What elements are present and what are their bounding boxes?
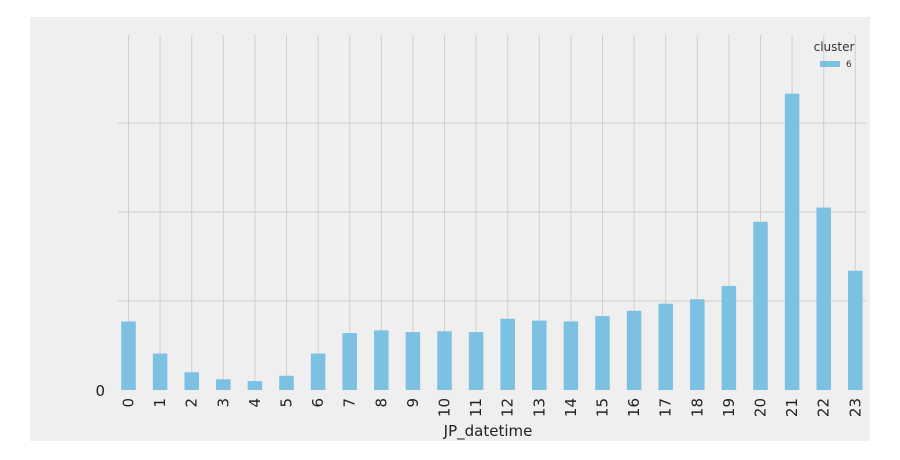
- x-tick-label: 19: [720, 398, 738, 417]
- x-tick-label: 7: [341, 398, 359, 408]
- x-tick-label: 13: [530, 398, 548, 417]
- x-axis-label: JP_datetime: [443, 422, 533, 441]
- y-tick-labels: 0: [95, 382, 105, 400]
- x-tick-labels: 0 1 2 3 4 5 6 7 8 9 10 11 12 13 14 15 16 17 18 19 20 21 22 23: [120, 398, 865, 417]
- bar-hour-15: [595, 316, 610, 390]
- x-tick-label: 16: [625, 398, 643, 417]
- bar-hour-6: [310, 353, 326, 390]
- bar-hour-3: [216, 379, 231, 390]
- legend-swatch: [820, 61, 840, 67]
- bar-hour-5: [279, 375, 294, 390]
- x-tick-label: 2: [183, 398, 201, 408]
- bar-hour-21: [784, 93, 800, 390]
- x-tick-label: 17: [657, 398, 675, 417]
- bar-hour-12: [500, 318, 515, 390]
- x-tick-label: 11: [467, 398, 485, 417]
- bar-hour-8: [374, 330, 389, 390]
- bar-hour-0: [121, 321, 136, 390]
- x-tick-label: 5: [278, 398, 296, 408]
- bar-hour-16: [626, 310, 642, 390]
- bar-hour-9: [405, 332, 421, 390]
- x-tick-label: 14: [562, 398, 580, 417]
- bar-hour-18: [690, 299, 705, 390]
- x-tick-label: 1: [151, 398, 169, 408]
- x-tick-label: 21: [783, 398, 801, 417]
- bars: [121, 93, 863, 390]
- bar-hour-22: [816, 207, 831, 390]
- x-tick-label: 9: [404, 398, 422, 408]
- x-tick-label: 20: [752, 398, 770, 417]
- bar-hour-14: [563, 321, 579, 390]
- bar-hour-10: [437, 331, 452, 390]
- bar-hour-1: [152, 353, 168, 390]
- bar-hour-20: [753, 221, 768, 390]
- bar-hour-23: [848, 270, 863, 390]
- bar-hour-2: [184, 372, 199, 390]
- x-tick-label: 18: [688, 398, 706, 417]
- x-tick-label: 15: [594, 398, 612, 417]
- legend-title: cluster: [814, 40, 855, 54]
- bar-hour-4: [247, 381, 263, 390]
- y-tick-label: 0: [95, 382, 105, 400]
- x-tick-label: 23: [846, 398, 864, 417]
- bar-hour-11: [468, 332, 484, 390]
- x-tick-label: 0: [120, 398, 138, 408]
- legend: cluster 6: [814, 40, 855, 70]
- x-tick-label: 6: [309, 398, 327, 408]
- bar-hour-17: [658, 303, 673, 390]
- x-tick-label: 3: [214, 398, 232, 408]
- x-tick-label: 12: [499, 398, 517, 417]
- x-tick-label: 22: [815, 398, 833, 417]
- bar-hour-7: [342, 333, 357, 390]
- bar-hour-13: [532, 320, 547, 390]
- bar-hour-19: [721, 285, 737, 390]
- x-tick-label: 4: [246, 398, 264, 408]
- x-tick-label: 8: [372, 398, 390, 408]
- legend-entry-label: 6: [846, 60, 852, 70]
- x-tick-label: 10: [436, 398, 454, 417]
